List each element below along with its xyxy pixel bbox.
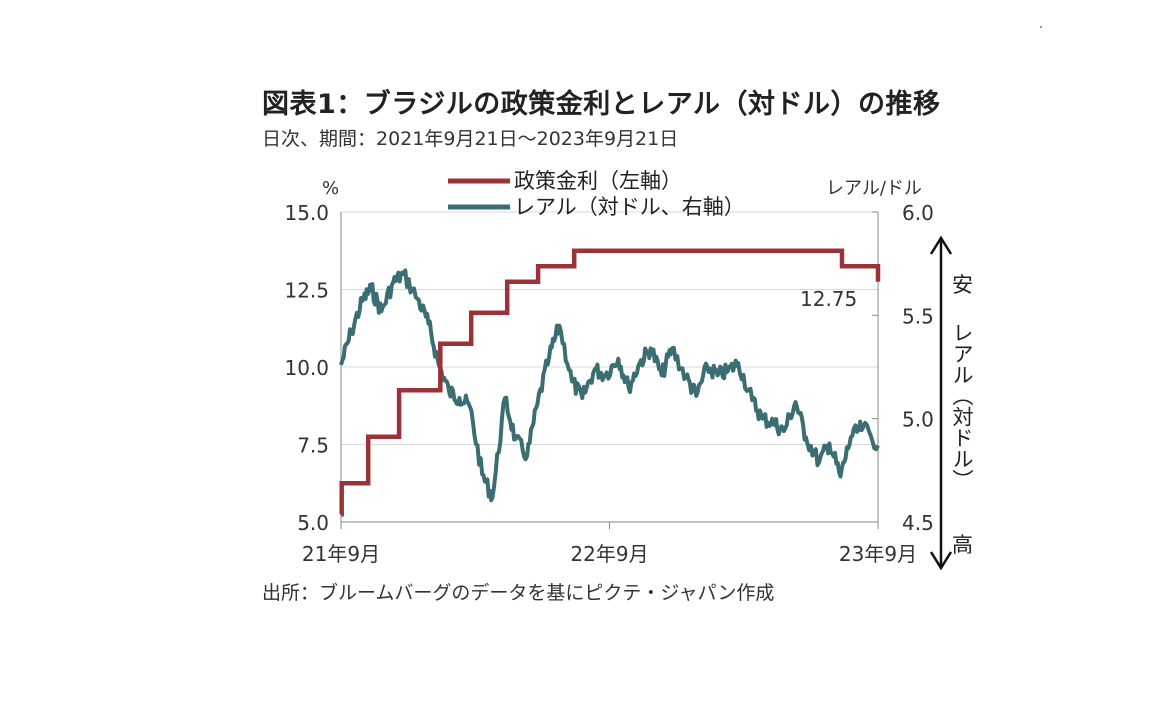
x-tick-label: 23年9月 (839, 542, 917, 566)
left-tick-label: 15.0 (284, 201, 329, 225)
side-label-expensive: 高 (952, 533, 973, 557)
selic-end-annotation: 12.75 (800, 287, 857, 311)
legend-label-brl: レアル（対ドル、右軸） (514, 195, 745, 219)
x-axis-ticks: 21年9月 22年9月 23年9月 (302, 522, 917, 566)
left-tick-label: 12.5 (284, 279, 329, 303)
right-axis-ticks: 4.5 5.0 5.5 6.0 (872, 201, 934, 535)
direction-arrow-head-down (929, 551, 953, 571)
right-tick-label: 6.0 (902, 201, 934, 225)
brl-series-line (339, 268, 880, 503)
left-unit-label: % (322, 178, 339, 199)
side-label-cheap: 安 (952, 273, 973, 297)
chart-subtitle: 日次、期間：2021年9月21日～2023年9月21日 (262, 128, 679, 150)
direction-arrow-head-up (929, 235, 953, 255)
brl-data-points (340, 273, 879, 498)
chart-title: 図表1：ブラジルの政策金利とレアル（対ドル）の推移 (262, 89, 941, 120)
legend-label-selic: 政策金利（左軸） (514, 169, 682, 193)
left-axis-ticks: 5.0 7.5 10.0 12.5 15.0 (284, 201, 329, 535)
right-unit-label: レアル/ドル (826, 178, 922, 199)
selic-data-points (340, 250, 879, 515)
left-tick-label: 5.0 (297, 511, 329, 535)
x-tick-label: 22年9月 (570, 542, 648, 566)
left-tick-label: 10.0 (284, 356, 329, 380)
x-tick-label: 21年9月 (302, 542, 380, 566)
right-tick-label: 4.5 (902, 511, 934, 535)
left-tick-label: 7.5 (297, 434, 329, 458)
right-tick-label: 5.5 (902, 304, 934, 328)
selic-series-line (339, 248, 881, 517)
side-label-vertical: レアル（対ドル） (950, 322, 974, 490)
source-note: 出所：ブルームバーグのデータを基にピクテ・ジャパン作成 (262, 582, 775, 604)
right-tick-label: 5.0 (902, 408, 934, 432)
stray-dot (1040, 26, 1042, 28)
